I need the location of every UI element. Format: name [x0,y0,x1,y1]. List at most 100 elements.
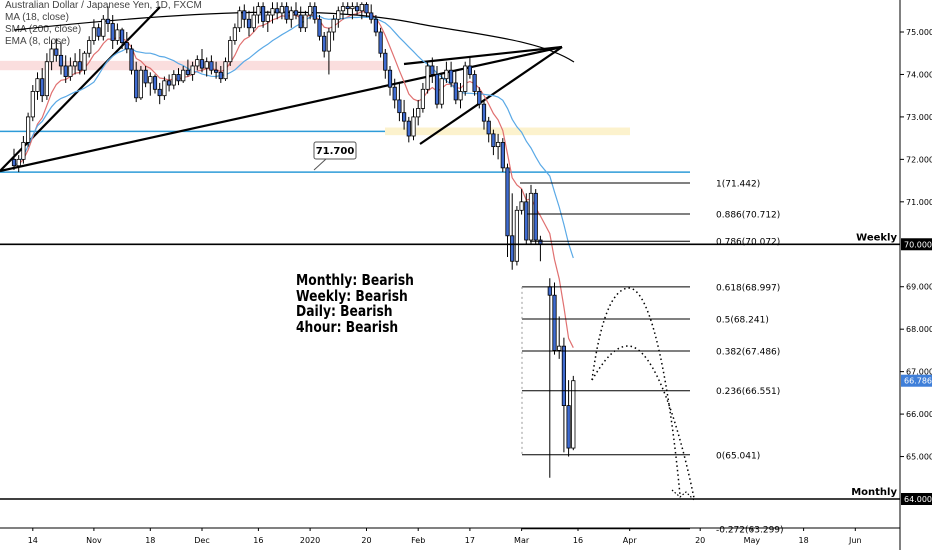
candle[interactable] [58,42,64,75]
candle[interactable] [364,2,369,18]
candle[interactable] [228,36,233,66]
candle[interactable] [289,6,294,28]
candle[interactable] [307,2,313,20]
candle[interactable] [401,99,407,130]
candle[interactable] [30,85,35,122]
candle[interactable] [354,2,360,16]
candle[interactable] [115,23,120,45]
candle[interactable] [242,4,247,28]
candle[interactable] [185,59,190,77]
candle[interactable] [143,65,148,88]
candle[interactable] [416,99,421,126]
candle[interactable] [256,2,261,24]
candle[interactable] [87,36,92,58]
candle[interactable] [500,138,505,173]
candle[interactable] [157,82,162,105]
candle[interactable] [453,70,458,105]
candle[interactable] [91,19,96,45]
candle[interactable] [510,193,515,270]
candle[interactable] [213,61,219,79]
candle[interactable] [237,6,242,32]
candle[interactable] [293,2,299,20]
candle[interactable] [195,55,200,71]
candle[interactable] [392,78,397,109]
candle[interactable] [491,129,496,156]
candle[interactable] [96,23,101,41]
candle[interactable] [110,15,115,49]
candle[interactable] [336,6,341,28]
candle[interactable] [303,10,308,32]
candle[interactable] [383,48,388,79]
trendline[interactable] [0,6,161,172]
candle[interactable] [270,2,275,24]
candle[interactable] [232,23,237,45]
candle[interactable] [120,27,125,49]
trendline[interactable] [403,45,563,66]
candle[interactable] [406,116,411,143]
candle[interactable] [265,10,270,32]
candle[interactable] [251,6,256,32]
candle[interactable] [369,4,374,24]
candle[interactable] [35,72,40,100]
candle[interactable] [16,155,21,173]
candle[interactable] [40,68,45,103]
candle[interactable] [472,70,477,96]
candle[interactable] [420,82,426,113]
candle[interactable] [298,6,303,32]
candle[interactable] [547,278,552,478]
candle[interactable] [411,108,416,141]
candle[interactable] [524,193,529,245]
candle[interactable] [124,32,129,54]
candle[interactable] [317,15,322,41]
candle[interactable] [463,61,468,96]
candle[interactable] [378,27,383,58]
candle[interactable] [486,116,491,143]
candle[interactable] [533,189,538,245]
candle[interactable] [148,72,153,96]
candle[interactable] [571,375,576,451]
candle[interactable] [387,65,393,96]
candle[interactable] [434,65,440,109]
candle[interactable] [21,136,26,164]
candle[interactable] [359,2,364,20]
candle[interactable] [63,55,68,83]
candle[interactable] [68,57,73,81]
candle[interactable] [505,163,510,258]
candle[interactable] [44,53,50,100]
candle[interactable] [322,32,327,58]
candle[interactable] [134,61,139,103]
candle[interactable] [166,74,172,92]
candle[interactable] [223,57,228,81]
candle[interactable] [397,82,402,122]
candle[interactable] [204,57,209,77]
candle[interactable] [279,2,285,20]
candle[interactable] [458,82,463,109]
candle[interactable] [538,235,543,262]
candle[interactable] [209,55,214,75]
candle[interactable] [54,38,59,62]
candle[interactable] [218,65,223,83]
candle[interactable] [495,133,501,160]
candle[interactable] [557,316,562,359]
candle[interactable] [199,48,205,73]
candle[interactable] [284,2,289,24]
candle[interactable] [101,15,106,41]
candle[interactable] [82,51,87,75]
candle[interactable] [481,99,487,130]
candle[interactable] [528,184,534,245]
candle[interactable] [439,74,444,109]
candle[interactable] [519,189,524,215]
candle[interactable] [176,68,181,86]
candle[interactable] [11,148,17,170]
candle[interactable] [246,10,252,37]
candle[interactable] [566,380,571,457]
candle[interactable] [425,61,430,94]
candle[interactable] [105,6,111,32]
candle[interactable] [49,40,54,71]
candle[interactable] [373,15,379,37]
candle[interactable] [77,48,82,75]
candle[interactable] [25,112,31,147]
candle[interactable] [430,57,435,83]
candle[interactable] [331,15,336,41]
